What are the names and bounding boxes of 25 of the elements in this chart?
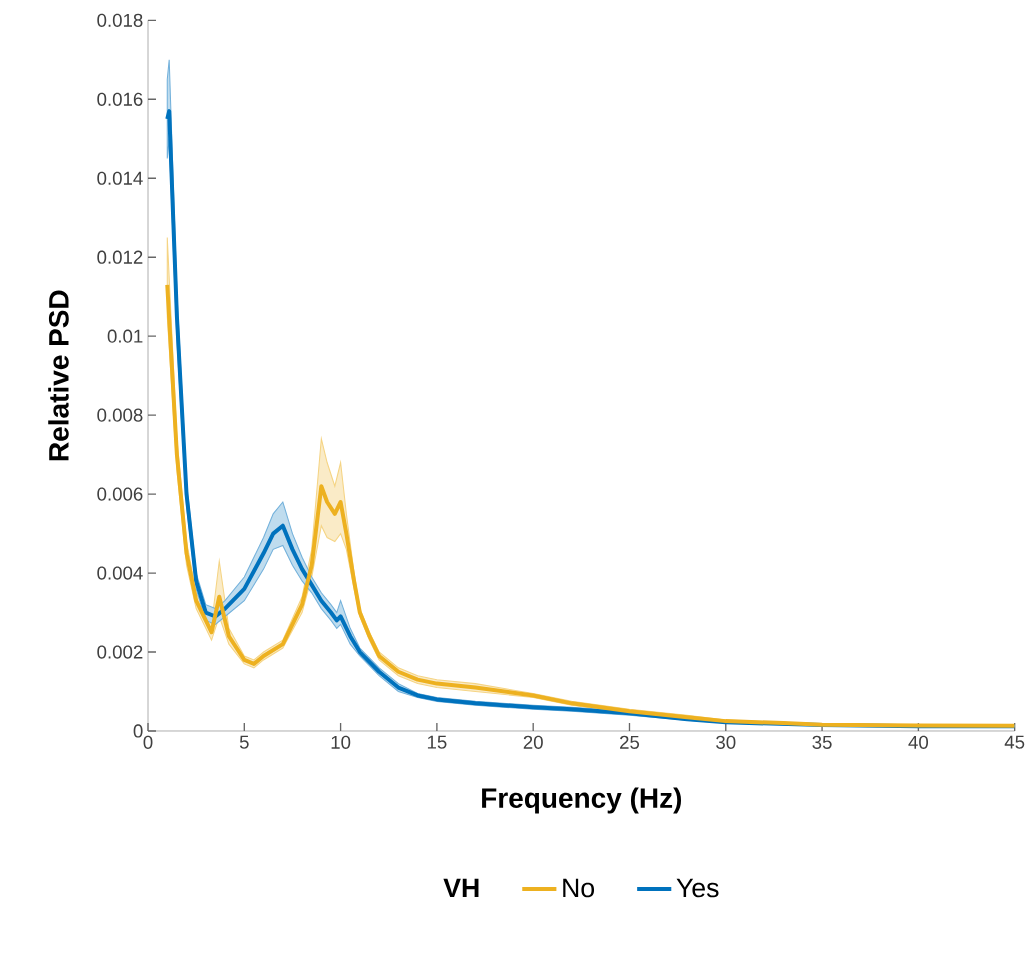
y-tick-label: 0.008: [97, 408, 143, 422]
y-axis-title: Relative PSD: [48, 290, 69, 461]
x-tick-label: 5: [239, 735, 249, 749]
y-tick-label: 0.01: [107, 329, 143, 343]
x-tick-label: 10: [331, 735, 351, 749]
x-tick-label: 15: [427, 735, 447, 749]
legend-label: No: [563, 878, 595, 898]
x-tick-label: 35: [812, 735, 832, 749]
y-tick-label: 0.014: [97, 171, 143, 185]
y-tick-label: 0.002: [97, 645, 143, 659]
legend-label: Yes: [676, 878, 719, 898]
legend-title: VH: [443, 878, 479, 898]
x-tick-label: 20: [523, 735, 543, 749]
x-tick-label: 40: [908, 735, 929, 749]
y-tick-label: 0.012: [97, 250, 143, 264]
x-tick-label: 45: [1004, 735, 1025, 749]
x-tick-label: 0: [143, 735, 153, 749]
x-tick-label: 30: [716, 735, 736, 749]
x-axis-title: Frequency (Hz): [482, 787, 682, 814]
y-tick-label: 0.004: [97, 566, 143, 580]
y-tick-label: 0.018: [97, 13, 143, 27]
y-tick-label: 0: [133, 724, 143, 738]
x-tick-label: 25: [620, 735, 640, 749]
y-tick-label: 0.016: [97, 92, 143, 106]
y-tick-label: 0.006: [97, 487, 143, 501]
